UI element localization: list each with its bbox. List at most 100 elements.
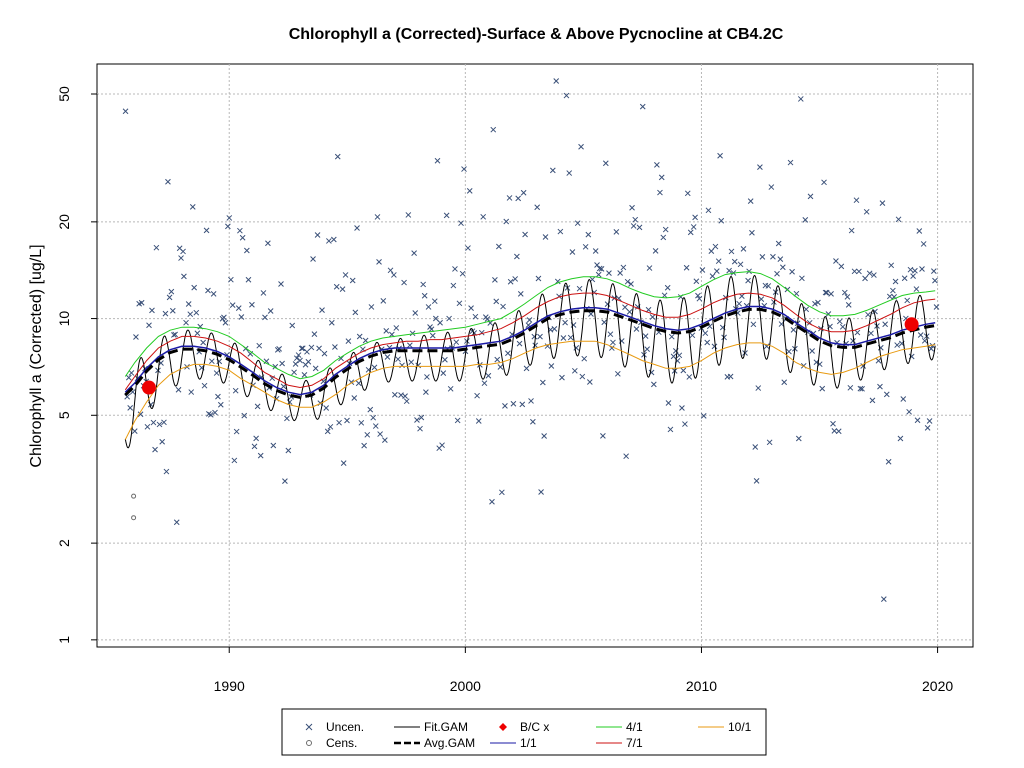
scatter-point (364, 431, 371, 438)
scatter-point (417, 425, 423, 432)
scatter-point (914, 417, 921, 424)
scatter-point (683, 264, 690, 271)
scatter-point (930, 268, 937, 274)
scatter-point (278, 281, 284, 287)
scatter-point (474, 392, 480, 399)
scatter-point (249, 301, 255, 308)
scatter-point (414, 417, 420, 423)
scatter-point (205, 287, 211, 294)
scatter-point (512, 276, 519, 282)
scatter-point (352, 309, 359, 316)
scatter-point (354, 225, 360, 231)
scatter-point (895, 216, 902, 223)
scatter-point (768, 184, 775, 190)
series-line-1-1 (124, 305, 936, 396)
scatter-point (189, 204, 196, 210)
legend-entry-uncen: Uncen. (305, 720, 364, 734)
x-tick-label: 1990 (214, 678, 245, 694)
scatter-point (128, 370, 135, 376)
scatter-point (280, 383, 287, 390)
scatter-point (169, 307, 176, 314)
scatter-point (765, 283, 772, 289)
scatter-point (370, 414, 377, 421)
scatter-point (367, 406, 374, 413)
scatter-point (328, 319, 335, 326)
scatter-point (336, 419, 342, 426)
scatter-point (875, 357, 882, 364)
legend-label: 10/1 (728, 720, 752, 734)
scatter-point (617, 270, 623, 276)
scatter-point (897, 435, 904, 442)
scatter-point (755, 385, 762, 391)
scatter-point (901, 275, 908, 282)
scatter-point (193, 309, 200, 316)
legend-entry-d4_1: 4/1 (596, 720, 643, 734)
scatter-point (279, 360, 285, 367)
scatter-point (191, 284, 198, 291)
scatter-point (530, 418, 536, 425)
fit-gam-path (124, 274, 936, 449)
scatter-point (534, 204, 541, 211)
scatter-point (162, 310, 169, 317)
scatter-point (340, 460, 347, 466)
scatter-point (393, 325, 400, 331)
scatter-point (693, 278, 700, 285)
scatter-point (658, 174, 665, 181)
scatter-point (376, 259, 382, 265)
scatter-point (454, 417, 461, 424)
scatter-point (912, 267, 918, 274)
avg-gam-line (124, 307, 936, 399)
scatter-point (642, 333, 649, 340)
censored-point (131, 493, 137, 499)
scatter-point (567, 334, 574, 341)
scatter-point (845, 302, 852, 308)
scatter-point (579, 373, 586, 380)
legend-entry-fit: Fit.GAM (394, 720, 468, 734)
scatter-point (662, 226, 669, 233)
scatter-point (689, 332, 696, 339)
scatter-point (894, 342, 900, 348)
uncensored-points (122, 78, 940, 602)
scatter-point (212, 409, 218, 416)
scatter-point (712, 243, 719, 250)
scatter-point (904, 297, 911, 304)
scatter-point (786, 348, 792, 355)
scatter-point (289, 322, 296, 329)
scatter-point (217, 401, 224, 408)
y-axis: 1 2 5 10 20 50 (56, 86, 98, 644)
scatter-point (434, 157, 441, 164)
scatter-point (548, 363, 555, 369)
scatter-point (484, 316, 491, 322)
scatter-point (836, 318, 843, 325)
scatter-point (863, 208, 870, 215)
scatter-point (262, 314, 268, 321)
plot-frame (96, 63, 974, 648)
scatter-point (582, 243, 589, 250)
scatter-point (726, 267, 732, 274)
scatter-point (503, 218, 510, 225)
scatter-point (310, 256, 316, 262)
scatter-point (892, 278, 899, 285)
scatter-point (327, 423, 334, 430)
scatter-point (737, 261, 744, 268)
scatter-point (301, 372, 308, 378)
y-tick-label: 1 (56, 636, 72, 644)
scatter-point (402, 393, 408, 399)
scatter-point (815, 299, 821, 306)
scatter-point (670, 353, 677, 360)
legend-label: Cens. (326, 736, 357, 750)
scatter-point (254, 403, 261, 410)
scatter-point (213, 370, 220, 376)
scatter-point (208, 358, 215, 365)
scatter-point (349, 277, 356, 284)
legend-entry-cens: Cens. (306, 736, 357, 750)
scatter-point (757, 164, 763, 170)
bc-marker (904, 317, 919, 332)
scatter-point (332, 344, 338, 350)
scatter-point (559, 374, 565, 381)
scatter-point (166, 294, 173, 301)
scatter-point (775, 240, 782, 247)
scatter-point (645, 306, 652, 313)
scatter-point (882, 321, 889, 328)
scatter-point (459, 270, 466, 277)
